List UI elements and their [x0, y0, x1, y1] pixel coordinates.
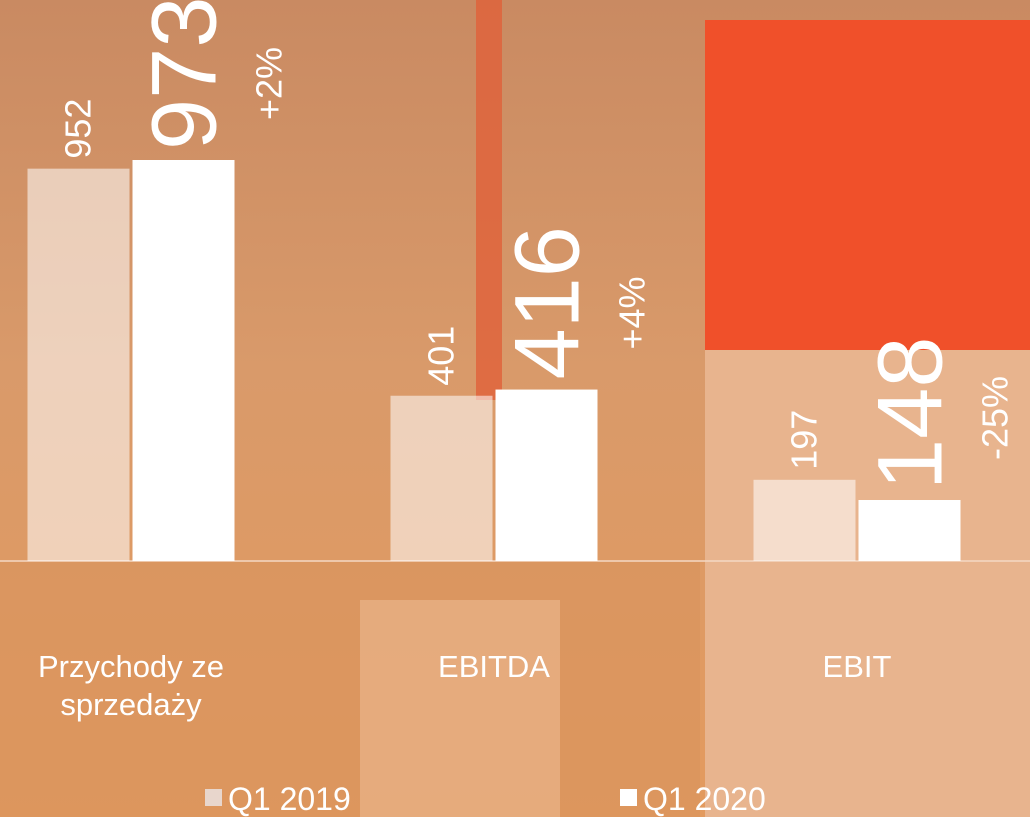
- change-label: -25%: [975, 376, 1016, 460]
- value-label: 952: [58, 99, 99, 159]
- cooling-tower: [705, 20, 1030, 350]
- bar: [390, 395, 493, 561]
- bar: [753, 479, 856, 561]
- bar: [858, 500, 961, 561]
- category-label: Przychody ze sprzedaży: [37, 649, 225, 722]
- legend-label: Q1 2020: [643, 781, 766, 817]
- value-label: 973: [134, 0, 236, 150]
- value-label: 148: [860, 337, 962, 491]
- legend-swatch: [620, 789, 637, 806]
- bar: [27, 168, 130, 562]
- category-label: EBIT: [822, 649, 892, 684]
- bar: [495, 389, 598, 561]
- value-label: 416: [497, 226, 599, 380]
- plant-building: [360, 600, 560, 817]
- change-label: +2%: [249, 47, 290, 120]
- cooling-tower-base: [705, 350, 1030, 817]
- chimney: [476, 0, 502, 400]
- value-label: 401: [421, 326, 462, 386]
- value-label: 197: [784, 410, 825, 470]
- category-label: EBITDA: [438, 649, 550, 684]
- plant: [0, 561, 700, 817]
- change-label: +4%: [612, 276, 653, 349]
- legend-label: Q1 2019: [228, 781, 351, 817]
- bar: [132, 160, 235, 561]
- legend-swatch: [205, 789, 222, 806]
